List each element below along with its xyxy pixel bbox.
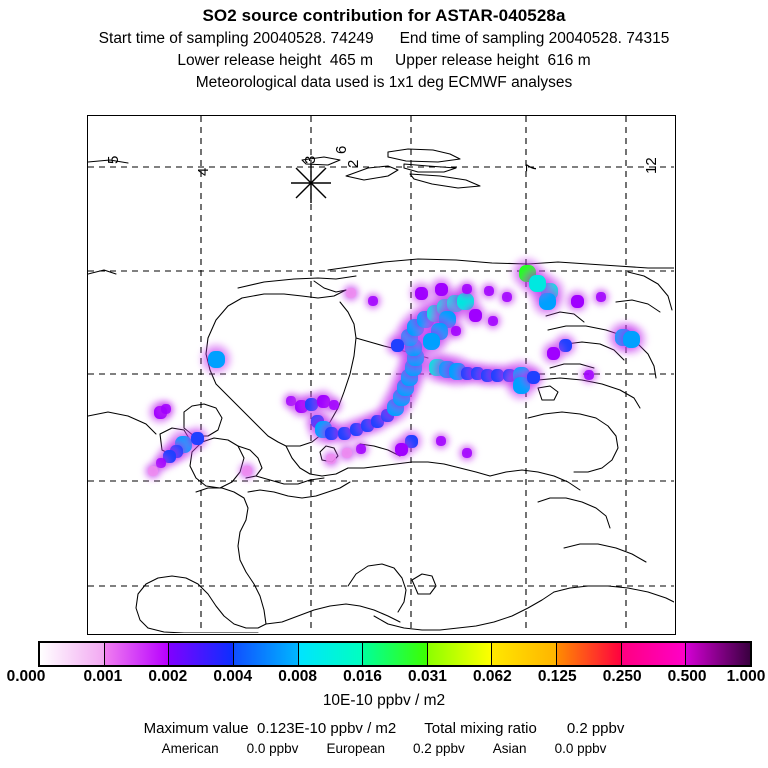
start-time-value: 20040528. 74249 [252, 30, 374, 47]
upper-release-value: 616 m [547, 52, 591, 69]
colorbar-tick-9: 0.250 [602, 668, 642, 685]
asian-label: Asian [492, 741, 527, 756]
axis-label-3: 3 [302, 156, 319, 164]
sampling-time-row: Start time of sampling 20040528. 74249 E… [0, 30, 768, 48]
end-time-value: 20040528. 74315 [548, 30, 670, 47]
colorbar-tick-7: 0.062 [472, 668, 512, 685]
axis-label-5: 5 [105, 156, 122, 164]
colorbar-tick-6: 0.031 [408, 668, 447, 685]
max-value-label: Maximum value [143, 720, 249, 737]
footer: Maximum value 0.123E-10 ppbv / m2 Total … [0, 720, 768, 756]
colorbar-segment-3 [233, 643, 299, 665]
header: SO2 source contribution for ASTAR-040528… [0, 0, 768, 92]
colorbar-segment-0 [40, 643, 105, 665]
colorbar-tick-3: 0.004 [213, 668, 253, 685]
colorbar-unit-label: 10E-10 ppbv / m2 [322, 692, 446, 709]
colorbar-gradient-strip [38, 641, 752, 667]
footer-regions-row: American 0.0 ppbv European 0.2 ppbv Asia… [0, 741, 768, 756]
met-data-row: Meteorological data used is 1x1 deg ECMW… [0, 74, 768, 92]
map-vector-layer: 5 4 3 6 2 7 12 [88, 116, 674, 633]
colorbar-segment-9 [621, 643, 687, 665]
start-time-label: Start time of sampling [98, 30, 249, 47]
colorbar-tick-8: 0.125 [537, 668, 577, 685]
graticule [88, 116, 674, 633]
axis-label-6: 6 [333, 146, 350, 154]
colorbar-tick-1: 0.001 [83, 668, 123, 685]
colorbar-tick-11: 1.000 [726, 668, 766, 685]
axis-tick-labels: 5 4 3 6 2 7 12 [105, 146, 660, 176]
colorbar-segment-5 [363, 643, 428, 665]
colorbar-tick-5: 0.016 [343, 668, 382, 685]
colorbar-segment-6 [427, 643, 493, 665]
colorbar-segment-1 [104, 643, 170, 665]
colorbar-segment-2 [169, 643, 234, 665]
european-value: 0.2 ppbv [413, 741, 465, 756]
coastline-paths [88, 148, 674, 633]
colorbar-tick-0: 0.000 [6, 668, 46, 685]
lower-release-label: Lower release height [177, 52, 322, 69]
map-plot-area[interactable]: 5 4 3 6 2 7 12 [87, 115, 676, 635]
colorbar-tick-labels: 0.000 0.001 0.002 0.004 0.008 0.016 0.031 0.062… [0, 668, 768, 688]
colorbar [38, 641, 752, 667]
mixing-ratio-label: Total mixing ratio [424, 720, 537, 737]
axis-label-4: 4 [195, 168, 212, 176]
colorbar-segment-7 [492, 643, 558, 665]
axis-label-12: 12 [643, 157, 660, 174]
colorbar-segment-8 [557, 643, 622, 665]
colorbar-tick-2: 0.002 [148, 668, 188, 685]
end-time-label: End time of sampling [399, 30, 545, 47]
colorbar-segment-4 [298, 643, 364, 665]
asian-value: 0.0 ppbv [554, 741, 607, 756]
axis-label-7: 7 [523, 164, 540, 172]
upper-release-label: Upper release height [395, 52, 539, 69]
american-label: American [161, 741, 219, 756]
european-label: European [326, 741, 385, 756]
colorbar-segment-10 [686, 643, 751, 665]
release-height-row: Lower release height 465 m Upper release… [0, 52, 768, 70]
colorbar-tick-10: 0.500 [667, 668, 707, 685]
lower-release-value: 465 m [329, 52, 373, 69]
axis-label-2: 2 [345, 160, 362, 168]
max-value-value: 0.123E-10 ppbv / m2 [257, 720, 397, 737]
footer-summary-row: Maximum value 0.123E-10 ppbv / m2 Total … [0, 720, 768, 737]
page-title: SO2 source contribution for ASTAR-040528… [202, 6, 566, 25]
colorbar-tick-4: 0.008 [278, 668, 318, 685]
american-value: 0.0 ppbv [246, 741, 299, 756]
met-data-text: Meteorological data used is 1x1 deg ECMW… [195, 74, 573, 91]
mixing-ratio-value: 0.2 ppbv [566, 720, 625, 737]
